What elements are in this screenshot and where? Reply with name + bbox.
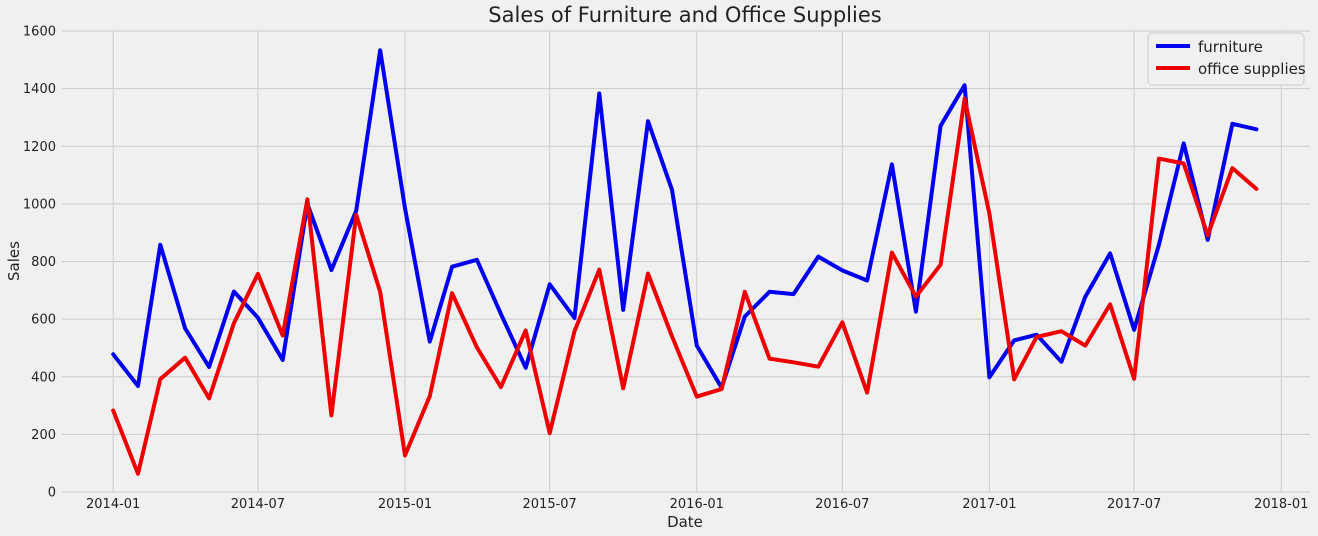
series-line-office-supplies (111, 96, 1259, 476)
y-tick-label: 200 (31, 428, 56, 443)
y-tick-label: 1600 (23, 25, 56, 40)
series-line-furniture (111, 48, 1259, 390)
x-axis-label: Date (667, 513, 703, 531)
y-axis-label: Sales (5, 241, 23, 281)
y-tick-label: 1200 (23, 140, 56, 155)
x-tick-label: 2017-07 (1107, 497, 1161, 512)
y-tick-label: 800 (31, 255, 56, 270)
x-tick-label: 2015-01 (378, 497, 432, 512)
y-tick-label: 1400 (23, 82, 56, 97)
grid (62, 30, 1310, 493)
x-tick-label: 2018-01 (1254, 497, 1308, 512)
x-tick-label: 2014-01 (86, 497, 140, 512)
legend: furniture office supplies (1147, 32, 1306, 86)
x-tick-label: 2016-01 (670, 497, 724, 512)
y-tick-label: 400 (31, 370, 56, 385)
series-lines (111, 48, 1259, 476)
legend-label-office-supplies: office supplies (1198, 60, 1306, 78)
y-tick-label: 0 (48, 486, 56, 501)
y-tick-label: 600 (31, 313, 56, 328)
tick-labels: 0 200 400 600 800 1000 1200 1400 1600 2014-01 2014… (23, 25, 1308, 513)
y-tick-label: 1000 (23, 197, 56, 212)
x-tick-label: 2016-07 (815, 497, 869, 512)
chart-title: Sales of Furniture and Office Supplies (488, 3, 881, 27)
x-tick-label: 2015-07 (523, 497, 577, 512)
x-tick-label: 2014-07 (231, 497, 285, 512)
x-tick-label: 2017-01 (962, 497, 1016, 512)
legend-label-furniture: furniture (1198, 38, 1263, 56)
